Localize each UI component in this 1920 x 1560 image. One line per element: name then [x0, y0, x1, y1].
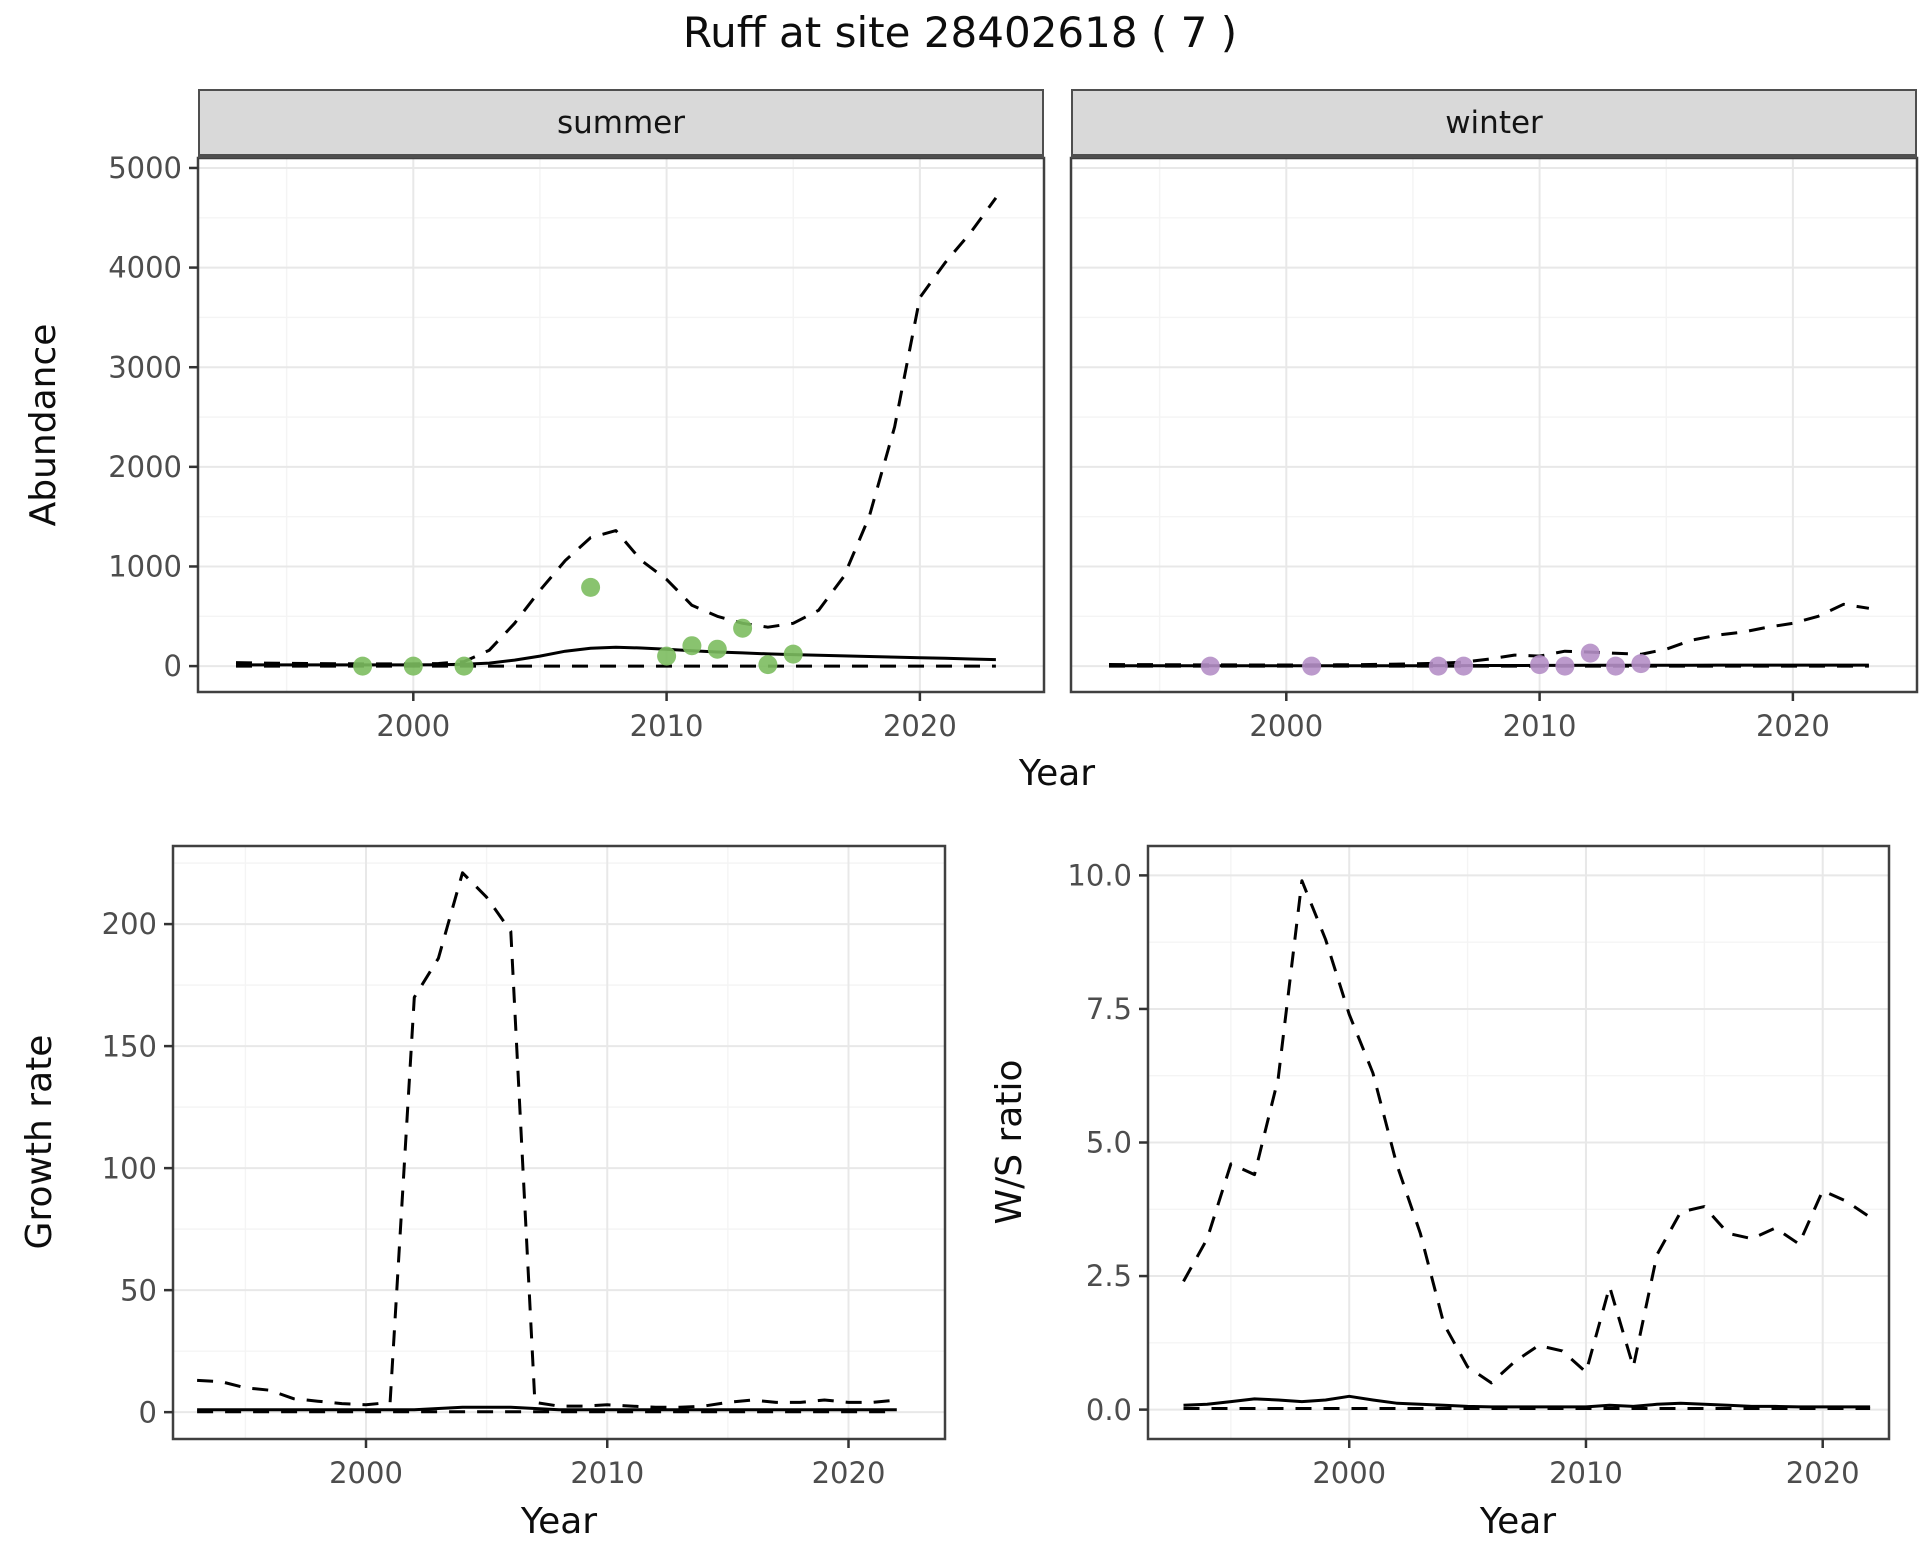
- x-tick-label: 2000: [376, 709, 450, 743]
- winter-observations-point: [1200, 656, 1220, 676]
- growth-rate-panel-bg: [173, 846, 945, 1439]
- x-tick-label: 2010: [630, 709, 704, 743]
- facet-strip-winter: winter: [1071, 89, 1917, 158]
- x-tick-label: 2020: [883, 709, 957, 743]
- ws-ratio-upper_ci-line: [1182, 879, 1871, 1385]
- y-tick-label: 5.0: [1086, 1126, 1132, 1160]
- abundance-winter-panel-bg: [1071, 158, 1917, 692]
- summer-observations-point: [353, 656, 373, 676]
- summer-observations-point: [581, 577, 601, 597]
- winter-observations-point: [1631, 654, 1651, 674]
- x-tick-label: 2010: [570, 1456, 644, 1490]
- y-tick-label: 150: [102, 1029, 157, 1063]
- y-tick-label: 7.5: [1086, 992, 1132, 1026]
- y-axis-title-ws-ratio: W/S ratio: [989, 1059, 1030, 1225]
- winter-observations-point: [1302, 656, 1322, 676]
- x-tick-label: 2020: [1756, 709, 1830, 743]
- summer-observations-point: [707, 639, 727, 659]
- summer-observations-point: [454, 656, 474, 676]
- y-tick-label: 0: [164, 649, 182, 683]
- winter-observations-point: [1555, 656, 1575, 676]
- abundance-summer-panel-bg: [198, 158, 1044, 692]
- x-tick-label: 2020: [812, 1456, 886, 1490]
- ws-ratio-median-line: [1183, 1394, 1871, 1409]
- facet-strip-winter-label: winter: [1445, 104, 1543, 141]
- y-tick-label: 10.0: [1067, 859, 1132, 893]
- x-tick-label: 2020: [1786, 1456, 1860, 1490]
- y-tick-label: 100: [102, 1151, 157, 1185]
- abundance-winter-panel-border: [1069, 156, 1919, 694]
- abundance-summer-panel-border: [196, 156, 1046, 694]
- summer-observations-point: [733, 618, 753, 638]
- winter-observations-point: [1606, 656, 1626, 676]
- y-axis-title-growth-rate: Growth rate: [19, 1034, 60, 1250]
- winter-observations-point: [1428, 656, 1448, 676]
- growth-rate-panel-border: [171, 844, 947, 1441]
- y-tick-label: 0: [139, 1395, 157, 1429]
- x-axis-title-ws-ratio: Year: [1479, 1501, 1557, 1542]
- x-tick-label: 2010: [1503, 709, 1577, 743]
- growth-rate-median-line: [197, 1405, 897, 1412]
- y-tick-label: 50: [120, 1273, 157, 1307]
- y-tick-label: 200: [102, 907, 157, 941]
- summer-observations-point: [657, 646, 677, 666]
- y-tick-label: 0.0: [1086, 1393, 1132, 1427]
- winter-observations-point: [1530, 655, 1550, 675]
- y-tick-label: 1000: [108, 550, 182, 584]
- x-tick-label: 2000: [329, 1456, 403, 1490]
- summer-observations-point: [682, 636, 702, 656]
- x-tick-label: 2010: [1549, 1456, 1623, 1490]
- y-tick-label: 3000: [108, 350, 182, 384]
- summer-observations-point: [403, 656, 423, 676]
- y-axis-title-abundance: Abundance: [23, 323, 64, 527]
- y-tick-label: 4000: [108, 251, 182, 285]
- winter-observations-point: [1454, 656, 1474, 676]
- x-axis-title-abundance: Year: [1018, 753, 1096, 794]
- chart-title: Ruff at site 28402618 ( 7 ): [682, 8, 1238, 57]
- facet-strip-summer: summer: [198, 89, 1044, 158]
- x-tick-label: 2000: [1312, 1456, 1386, 1490]
- summer-observations-point: [758, 655, 778, 675]
- summer-observations-point: [783, 644, 803, 664]
- x-tick-label: 2000: [1249, 709, 1323, 743]
- growth-rate-upper_ci-line: [197, 871, 897, 1409]
- y-tick-label: 2.5: [1086, 1259, 1132, 1293]
- winter-observations-point: [1580, 643, 1600, 663]
- y-tick-label: 5000: [108, 151, 182, 185]
- facet-strip-summer-label: summer: [556, 104, 685, 141]
- y-tick-label: 2000: [108, 450, 182, 484]
- x-axis-title-growth-rate: Year: [520, 1501, 598, 1542]
